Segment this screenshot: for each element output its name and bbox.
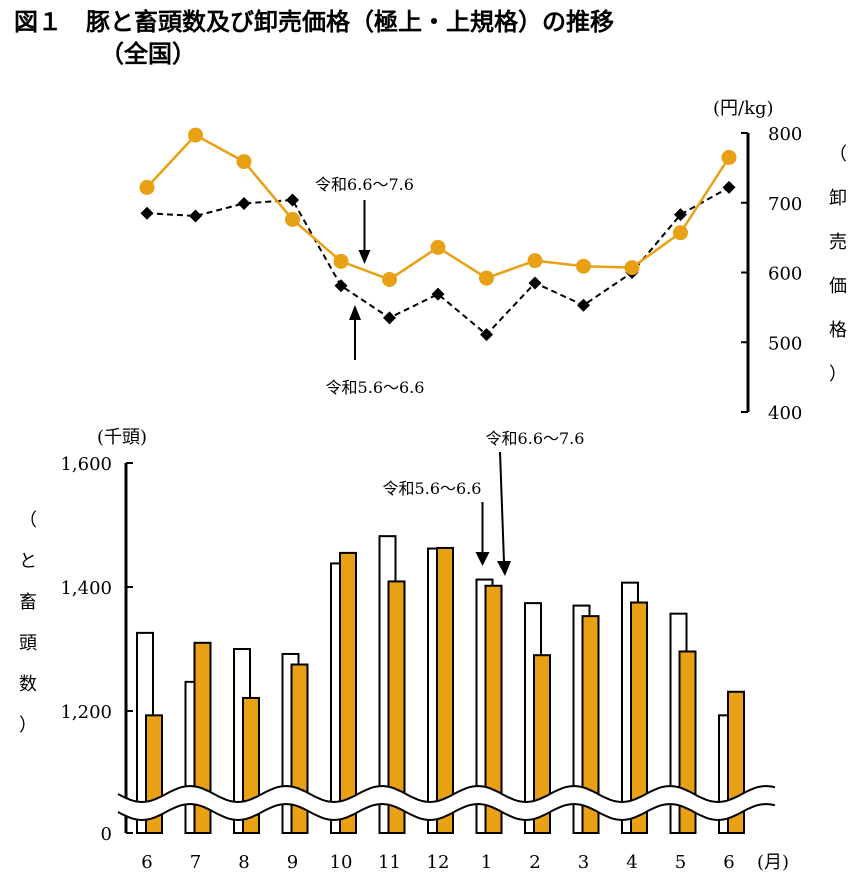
price-point-black <box>189 209 202 223</box>
x-tick-label: 11 <box>378 852 401 873</box>
price-point-orange <box>576 258 591 274</box>
count-y-tick-label: 1,600 <box>60 454 112 475</box>
price-point-black <box>431 287 445 301</box>
price-annotation-arrowhead <box>349 305 361 320</box>
price-point-black <box>577 298 590 312</box>
price-annotation-arrowhead <box>358 250 371 264</box>
price-point-black <box>674 208 687 222</box>
count-annotation-arrow <box>499 451 505 563</box>
price-y-label-char: 価 <box>829 276 847 297</box>
x-tick-label: 5 <box>675 852 686 873</box>
count-y-tick-label: 1,400 <box>60 578 112 599</box>
x-tick-label: 8 <box>238 852 249 873</box>
count-bar-current <box>484 584 503 835</box>
axis-break-line <box>117 802 776 822</box>
count-annotation-label: 令和6.6～7.6 <box>486 429 585 448</box>
price-point-orange <box>236 154 252 170</box>
price-point-black <box>286 193 299 207</box>
x-tick-label: 3 <box>578 852 589 873</box>
price-y-label-char: 格 <box>829 320 847 341</box>
x-tick-label: 7 <box>190 852 201 873</box>
price-y-label-char: 売 <box>829 232 847 253</box>
price-y-tick-label: 600 <box>768 264 802 285</box>
price-y-tick-label: 800 <box>768 124 802 145</box>
count-y-label-char: （ <box>19 510 37 531</box>
price-point-orange <box>721 149 737 165</box>
count-annotation-label: 令和5.6～6.6 <box>383 479 482 498</box>
count-y-tick-label: 0 <box>101 824 112 845</box>
price-y-tick-label: 400 <box>768 403 802 424</box>
x-tick-label: 6 <box>723 852 734 873</box>
price-point-orange <box>430 239 446 255</box>
count-y-label-char: 畜 <box>19 592 37 613</box>
title-line-1: 図１ 豚と畜頭数及び卸売価格（極上・上規格）の推移 <box>14 8 614 36</box>
price-annotation-label: 令和5.6～6.6 <box>326 378 425 397</box>
count-y-label-char: 頭 <box>19 633 37 654</box>
price-point-orange <box>673 225 688 241</box>
price-point-black <box>140 206 154 220</box>
price-y-label-char: 卸 <box>829 188 847 209</box>
price-point-black <box>480 328 493 342</box>
x-tick-label: 1 <box>481 852 492 873</box>
price-point-orange <box>382 271 397 287</box>
x-tick-label: 2 <box>529 852 540 873</box>
count-y-label-char: 数 <box>19 674 37 695</box>
price-y-label-char: （ <box>829 144 847 165</box>
x-tick-label: 9 <box>287 852 298 873</box>
count-bar-current <box>630 601 648 834</box>
x-tick-label: 4 <box>626 852 637 873</box>
count-y-tick-label: 1,200 <box>60 702 112 723</box>
count-annotation-arrowhead <box>497 561 511 576</box>
count-bar-current <box>436 546 454 834</box>
price-line-chart: 800 700 600 500 400 (円/kg) （ 卸売価格 ） 令和6.6～7.6 令和5.… <box>139 98 847 424</box>
x-tick-label: 6 <box>141 852 152 873</box>
price-y-tick-label: 700 <box>768 194 802 215</box>
x-unit: (月) <box>757 852 789 873</box>
price-y-unit: (円/kg) <box>713 98 774 119</box>
count-bar-current <box>581 615 600 835</box>
x-tick-label: 12 <box>427 852 450 873</box>
price-annotation-label: 令和6.6～7.6 <box>315 175 414 194</box>
price-point-orange <box>624 260 640 276</box>
axis-break-band <box>118 786 775 820</box>
count-bar-current <box>339 551 357 835</box>
price-point-black <box>334 279 348 293</box>
price-point-orange <box>333 253 349 269</box>
price-point-black <box>528 276 542 290</box>
title-line-2: （全国） <box>100 40 196 68</box>
price-point-orange <box>188 127 203 143</box>
price-line-orange <box>146 133 731 281</box>
count-bar-current <box>387 580 406 834</box>
price-point-orange <box>479 270 494 286</box>
price-point-black <box>237 196 251 210</box>
count-y-unit: (千頭) <box>97 427 147 448</box>
count-y-label-char: ） <box>19 715 37 736</box>
chart-title: 図１ 豚と畜頭数及び卸売価格（極上・上規格）の推移 （全国） <box>14 6 614 70</box>
count-bar-current <box>678 650 697 834</box>
price-point-black <box>383 311 396 325</box>
price-y-label-char: ） <box>829 364 847 385</box>
count-bar-current <box>193 641 212 834</box>
price-point-black <box>722 180 736 194</box>
count-annotation-arrowhead <box>475 552 490 566</box>
price-point-orange <box>527 253 543 269</box>
price-y-tick-label: 500 <box>768 333 802 354</box>
axis-break-line <box>117 784 776 804</box>
count-y-label-char: と <box>19 551 37 572</box>
count-bar-current <box>533 654 551 835</box>
price-point-orange <box>139 179 155 195</box>
price-point-orange <box>285 211 300 227</box>
x-tick-label: 10 <box>330 852 353 873</box>
